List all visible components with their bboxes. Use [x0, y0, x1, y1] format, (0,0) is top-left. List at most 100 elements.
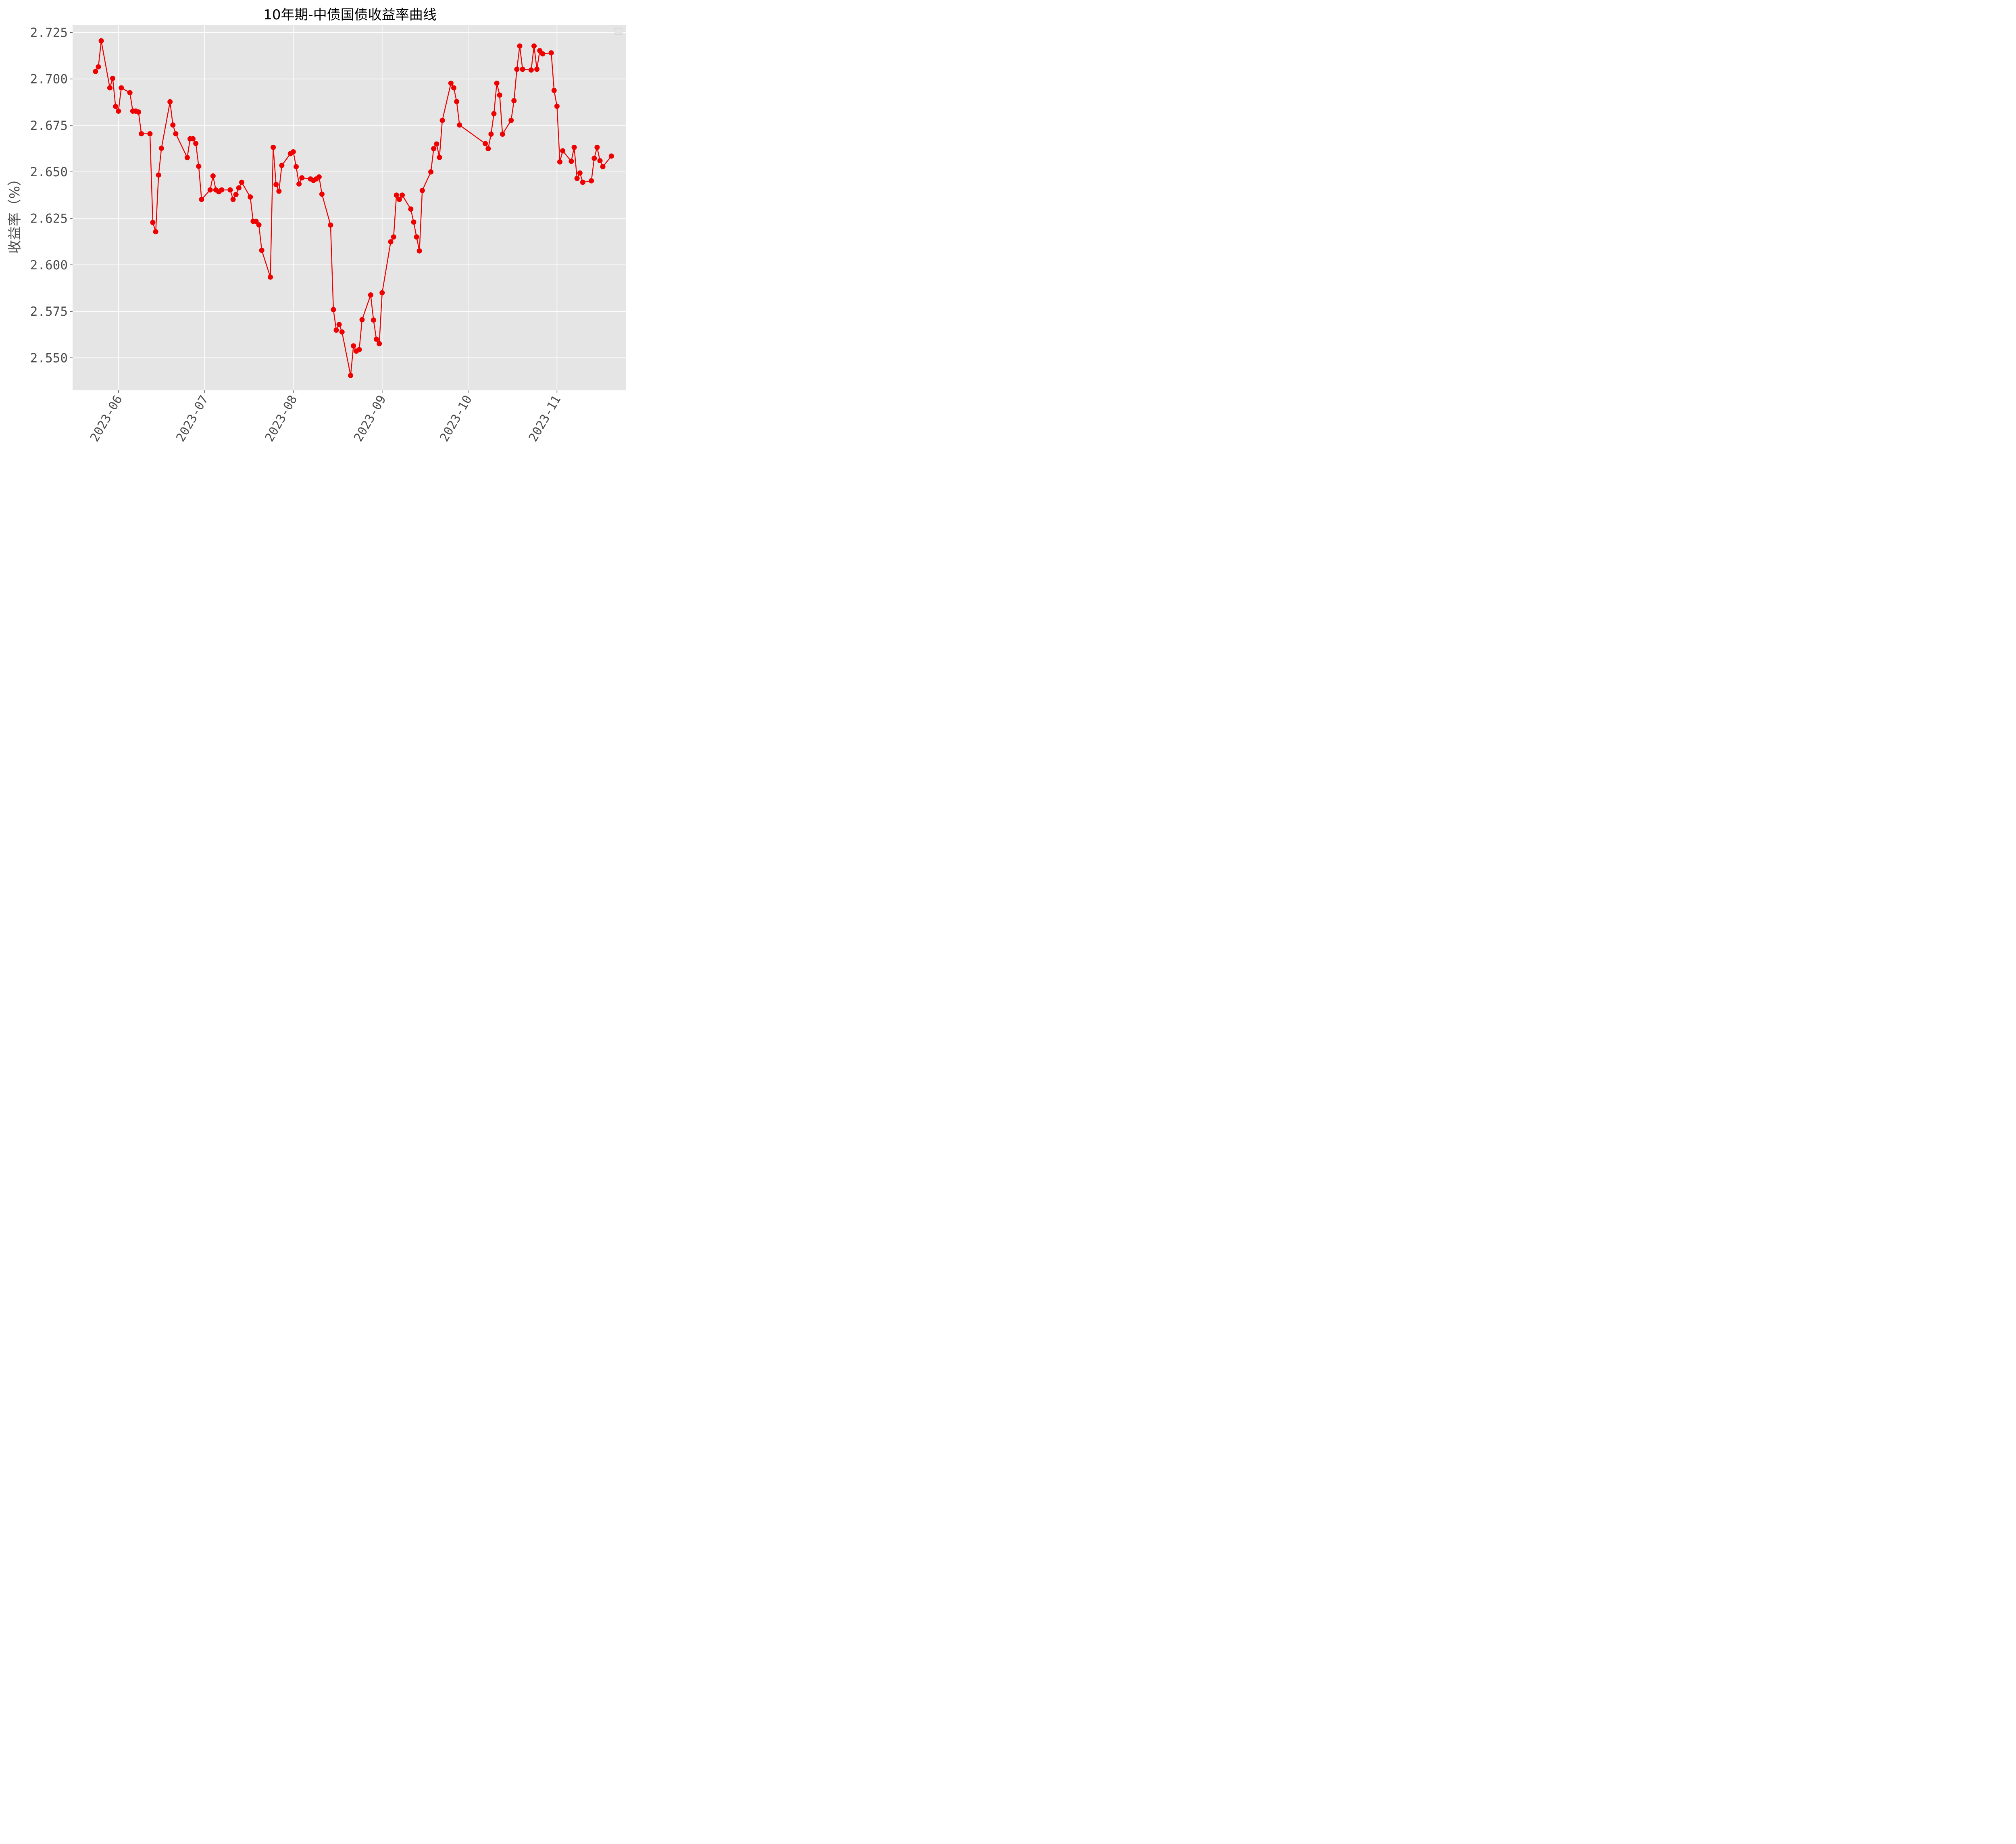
data-point	[119, 85, 124, 91]
data-point	[190, 136, 196, 142]
data-point	[448, 80, 454, 86]
data-point	[273, 182, 279, 188]
y-tick-label: 2.575	[30, 304, 68, 319]
data-point	[589, 178, 594, 183]
data-point	[414, 234, 419, 240]
data-point	[600, 164, 606, 169]
data-point	[227, 187, 233, 193]
data-point	[107, 85, 112, 91]
data-point	[411, 219, 417, 225]
data-point	[173, 131, 179, 137]
x-tick-label: 2023-09	[351, 393, 389, 444]
data-point	[520, 67, 525, 72]
data-point	[259, 248, 264, 253]
data-point	[316, 174, 322, 180]
data-point	[396, 196, 402, 202]
data-point	[497, 92, 502, 98]
legend-box	[614, 28, 623, 35]
y-axis-label: 收益率（%）	[7, 172, 23, 254]
data-point	[400, 192, 405, 198]
data-point	[517, 43, 523, 49]
data-point	[279, 163, 285, 168]
data-point	[98, 38, 104, 44]
data-point	[93, 69, 98, 74]
y-tick-label: 2.625	[30, 212, 68, 226]
data-point	[276, 188, 282, 194]
x-tick-label: 2023-06	[87, 393, 125, 444]
data-point	[508, 118, 514, 123]
data-point	[290, 149, 296, 154]
y-tick-label: 2.725	[30, 25, 68, 40]
data-point	[236, 185, 242, 191]
data-point	[371, 317, 376, 323]
data-point	[368, 292, 373, 298]
series-line	[95, 40, 612, 376]
data-point	[514, 67, 520, 72]
x-tick-label: 2023-10	[437, 393, 475, 444]
data-point	[147, 131, 153, 137]
data-point	[331, 307, 336, 313]
data-point	[219, 187, 225, 193]
data-point	[293, 164, 299, 169]
data-point	[136, 109, 142, 115]
data-point	[379, 290, 385, 296]
data-point	[608, 153, 614, 159]
y-tick-label: 2.675	[30, 119, 68, 133]
y-tick-label: 2.650	[30, 165, 68, 179]
data-point	[437, 154, 442, 160]
data-point	[597, 158, 603, 164]
data-point	[377, 341, 382, 346]
data-point	[339, 329, 345, 335]
data-point	[580, 179, 585, 185]
data-point	[548, 50, 554, 56]
data-point	[184, 155, 190, 160]
data-point	[328, 222, 333, 228]
data-point	[494, 80, 500, 86]
data-point	[500, 131, 505, 137]
data-point	[336, 322, 342, 327]
x-tick-label: 2023-11	[526, 393, 564, 444]
data-point	[153, 229, 158, 235]
x-tick-label: 2023-08	[262, 393, 300, 444]
y-tick-label: 2.600	[30, 258, 68, 273]
data-point	[356, 347, 362, 352]
data-point	[511, 98, 517, 104]
line-chart: 10年期-中债国债收益率曲线 2.550 2.575 2.600 2.625 2.650…	[7, 7, 626, 444]
data-point	[557, 159, 562, 165]
data-point	[158, 146, 164, 151]
data-point	[431, 146, 437, 152]
data-point	[253, 219, 259, 224]
data-point	[248, 194, 253, 200]
grid-lines	[73, 25, 626, 390]
data-point	[207, 187, 213, 193]
data-point	[485, 146, 491, 152]
data-point	[167, 99, 173, 104]
data-point	[116, 108, 121, 114]
data-point	[491, 111, 497, 117]
data-point	[239, 179, 244, 185]
data-point	[534, 67, 540, 72]
data-point	[554, 103, 560, 109]
plot-area	[73, 25, 626, 390]
data-point	[233, 192, 239, 197]
series-points	[93, 38, 614, 378]
data-point	[150, 220, 156, 225]
data-point	[271, 144, 276, 150]
data-point	[196, 163, 202, 169]
data-point	[351, 343, 356, 349]
data-point	[394, 192, 399, 198]
data-point	[451, 85, 456, 91]
y-tick-label: 2.550	[30, 351, 68, 365]
data-point	[170, 122, 176, 128]
data-point	[560, 148, 566, 154]
data-point	[199, 196, 204, 202]
data-point	[139, 131, 144, 137]
data-point	[531, 43, 537, 49]
data-point	[256, 222, 262, 228]
data-point	[419, 188, 425, 193]
data-point	[483, 141, 488, 146]
data-point	[96, 64, 101, 70]
data-point	[439, 118, 445, 123]
data-point	[434, 141, 439, 147]
data-point	[127, 90, 133, 96]
